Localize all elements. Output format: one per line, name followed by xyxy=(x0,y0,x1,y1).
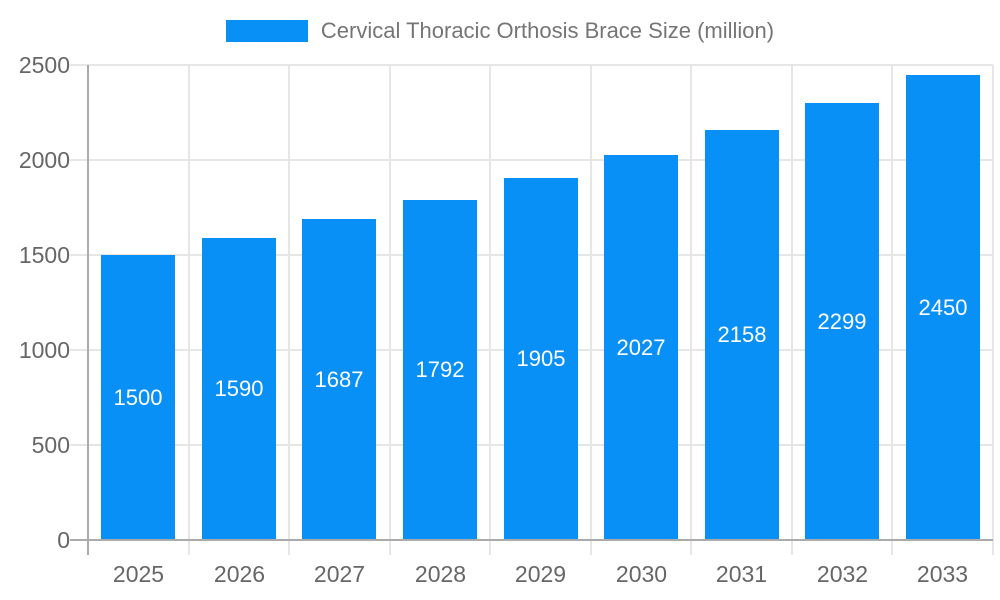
bar: 2027 xyxy=(604,155,678,540)
y-axis-line xyxy=(87,65,89,555)
bar-value-label: 2027 xyxy=(616,334,666,360)
y-tick-label: 0 xyxy=(57,527,70,553)
v-gridline xyxy=(288,65,290,555)
y-tick-label: 2500 xyxy=(18,52,70,78)
bar-value-label: 1792 xyxy=(415,357,465,382)
bar: 2450 xyxy=(906,75,980,541)
y-tick-label: 2000 xyxy=(18,147,70,173)
bar: 2299 xyxy=(805,103,879,540)
bar-value-label: 1687 xyxy=(314,366,364,392)
bar: 1500 xyxy=(101,255,175,540)
x-tick-label: 2032 xyxy=(816,561,869,587)
legend-swatch xyxy=(225,20,308,42)
x-tick-label: 2031 xyxy=(715,561,768,587)
legend[interactable]: Cervical Thoracic Orthosis Brace Size (m… xyxy=(0,20,1000,42)
y-tick-label: 1500 xyxy=(18,242,70,268)
v-gridline xyxy=(791,65,793,555)
bar-value-label: 1590 xyxy=(214,376,264,401)
bar-value-label: 2158 xyxy=(717,322,767,347)
h-gridline xyxy=(70,64,993,66)
bar: 1687 xyxy=(302,219,376,540)
x-tick-label: 2027 xyxy=(313,561,366,587)
v-gridline xyxy=(489,65,491,555)
legend-label: Cervical Thoracic Orthosis Brace Size (m… xyxy=(320,18,775,43)
bar-value-label: 1905 xyxy=(516,346,566,371)
bar-value-label: 2299 xyxy=(817,308,867,334)
bar: 1905 xyxy=(504,178,578,540)
x-tick-label: 2033 xyxy=(916,561,969,587)
x-tick-label: 2029 xyxy=(514,561,567,587)
bar: 2158 xyxy=(705,130,779,540)
v-gridline xyxy=(891,65,893,555)
bar: 1590 xyxy=(202,238,276,540)
v-gridline xyxy=(992,65,994,555)
h-gridline xyxy=(70,159,993,161)
x-tick-label: 2030 xyxy=(615,561,668,587)
bar-value-label: 1500 xyxy=(113,384,163,410)
y-tick-label: 1000 xyxy=(18,337,70,363)
x-tick-label: 2025 xyxy=(112,561,165,587)
bar-value-label: 2450 xyxy=(918,295,968,320)
x-axis-line xyxy=(70,539,993,541)
bar: 1792 xyxy=(403,200,477,540)
v-gridline xyxy=(188,65,190,555)
v-gridline xyxy=(590,65,592,555)
v-gridline xyxy=(690,65,692,555)
y-tick-label: 500 xyxy=(31,432,70,458)
v-gridline xyxy=(389,65,391,555)
x-tick-label: 2026 xyxy=(213,561,266,587)
x-tick-label: 2028 xyxy=(414,561,467,587)
